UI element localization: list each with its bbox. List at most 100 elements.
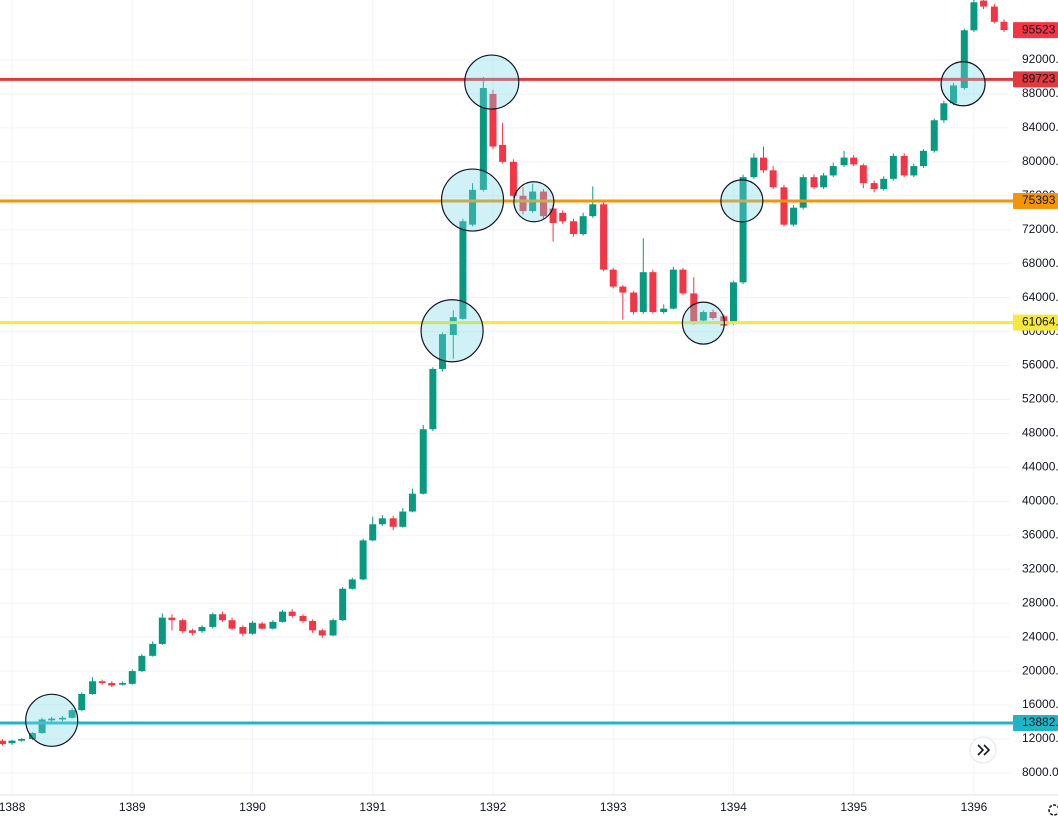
axes: 1388 1389 1390 1391 1392 1393 1394 1395 1396 8000…: [0, 22, 1058, 814]
candle-body: [158, 617, 166, 644]
candle-body: [329, 620, 337, 636]
highlight-circle: [420, 299, 484, 363]
candle-body: [609, 269, 617, 287]
candle-body: [28, 733, 36, 739]
candle-body: [299, 615, 307, 622]
candle-body: [509, 161, 517, 196]
y-tick-label: 52000.: [1022, 392, 1058, 406]
candle-body: [38, 719, 46, 734]
y-tick-label: 32000.: [1022, 561, 1058, 575]
candle-body: [880, 178, 888, 190]
candle-body: [408, 493, 416, 512]
candle-body: [639, 272, 647, 313]
y-tick-label: 88000.: [1022, 86, 1058, 100]
candle-body: [429, 368, 437, 430]
candle-body: [419, 429, 427, 494]
chevron-icon: [977, 744, 991, 756]
candle-body: [399, 511, 407, 527]
x-tick-label: 1392: [480, 800, 507, 814]
price-tag: [1013, 71, 1058, 88]
candle-body: [8, 740, 16, 744]
candle-body: [108, 682, 116, 686]
highlight-circle: [940, 61, 986, 107]
settings-button[interactable]: [1048, 804, 1058, 816]
candle-body: [188, 630, 196, 633]
candle-body: [149, 643, 157, 656]
highlight-circle: [25, 693, 79, 747]
candle-body: [649, 272, 657, 313]
candle-body: [249, 622, 256, 634]
scroll-button[interactable]: [969, 736, 997, 764]
candle-body: [930, 120, 938, 151]
candle-body: [0, 740, 6, 745]
candle-body: [359, 540, 367, 580]
candle-body: [318, 630, 326, 636]
candle-body: [980, 0, 988, 7]
candle-body: [900, 155, 908, 176]
candle-body: [870, 183, 878, 190]
candle-body: [339, 588, 347, 621]
y-tick-label: 24000.: [1022, 629, 1058, 643]
y-tick-label: 12000.: [1022, 731, 1058, 745]
price-tag: [1013, 314, 1058, 331]
highlight-circle: [681, 301, 725, 345]
candle-body: [288, 611, 296, 616]
candle-body: [570, 221, 578, 234]
y-tick-label: 64000.: [1022, 290, 1058, 304]
candle-body: [1000, 21, 1008, 31]
candle-body: [258, 623, 266, 629]
candle-body: [910, 166, 918, 176]
y-tick-label: 56000.: [1022, 358, 1058, 372]
y-tick-label: 80000.: [1022, 154, 1058, 168]
candle-body: [760, 157, 768, 171]
candle-body: [750, 157, 758, 178]
candle-body: [309, 621, 317, 631]
candle-body: [239, 626, 247, 634]
price-tag-label: 89723: [1022, 72, 1056, 86]
x-tick-label: 1391: [359, 800, 386, 814]
candle-body: [279, 611, 287, 622]
candle-body: [269, 621, 277, 629]
x-tick-label: 1389: [119, 800, 146, 814]
candle-body: [438, 334, 446, 369]
gear-icon[interactable]: [1048, 804, 1058, 816]
candle-body: [18, 738, 26, 741]
candle-body: [769, 170, 777, 188]
x-tick-label: 1390: [239, 800, 266, 814]
candle-body: [78, 694, 86, 711]
candle-body: [810, 177, 818, 188]
highlight-circle: [440, 168, 505, 232]
y-tick-label: 72000.: [1022, 222, 1058, 236]
candle-body: [389, 518, 397, 527]
candle-body: [198, 626, 206, 632]
candle-body: [949, 85, 957, 104]
candle-body: [168, 617, 176, 621]
candle-body: [739, 177, 747, 283]
candle-body: [559, 212, 567, 222]
price-tag-label: 95523: [1022, 22, 1056, 36]
highlight-circle: [464, 54, 520, 110]
candle-body: [660, 308, 668, 313]
candle-body: [690, 293, 698, 324]
candle-body: [679, 269, 687, 294]
candle-body: [589, 204, 597, 217]
candle-body: [89, 681, 97, 695]
x-tick-label: 1393: [600, 800, 627, 814]
candle-body: [709, 312, 717, 319]
candle-body: [539, 191, 547, 217]
candle-body: [179, 620, 187, 632]
y-tick-label: 92000.: [1022, 52, 1058, 66]
candle-body: [840, 157, 848, 166]
candle-body: [128, 671, 136, 684]
candle-body: [68, 710, 76, 718]
x-tick-label: 1395: [840, 800, 867, 814]
y-tick-label: 40000.: [1022, 494, 1058, 508]
y-tick-label: 84000.: [1022, 120, 1058, 134]
candle-body: [600, 204, 608, 270]
y-tick-label: 20000.: [1022, 663, 1058, 677]
grid: [0, 0, 1010, 795]
candle-body: [119, 682, 127, 685]
candle-body: [940, 103, 948, 121]
